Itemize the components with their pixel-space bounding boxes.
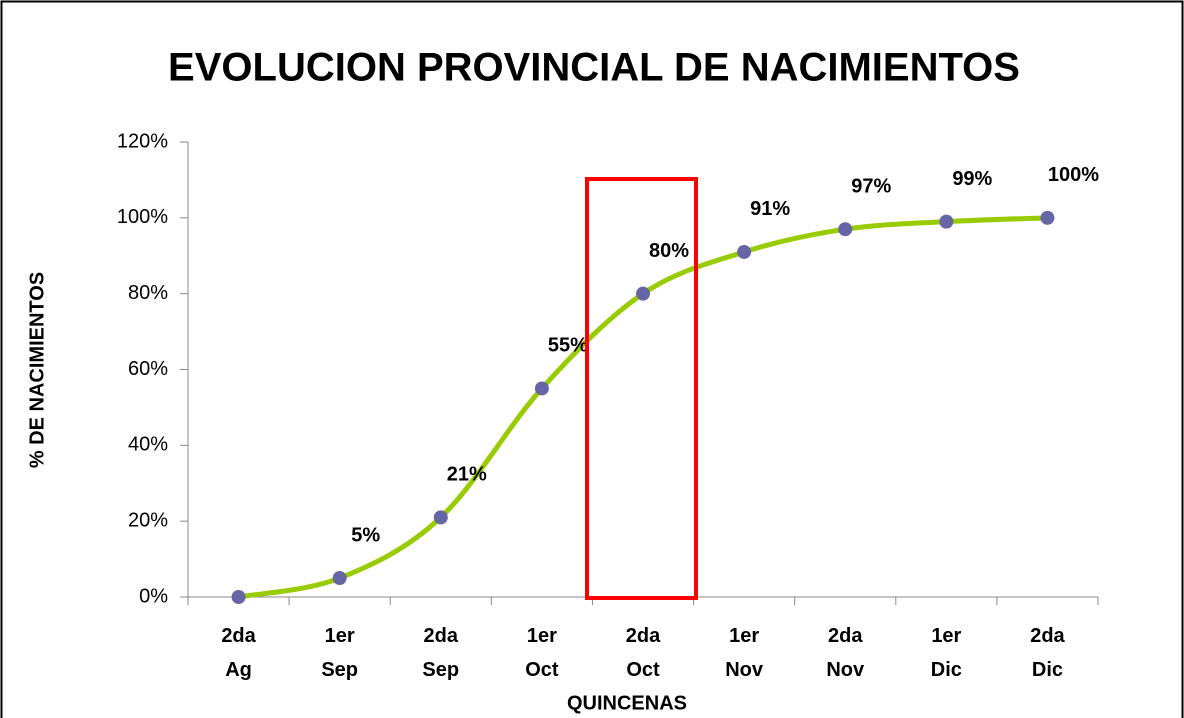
data-label: 100% xyxy=(1048,164,1099,186)
highlight-box xyxy=(585,177,698,600)
marker xyxy=(636,286,650,301)
marker xyxy=(534,381,549,396)
x-tick-label: 2da Sep xyxy=(422,625,459,681)
x-tick-label: 1er Dic xyxy=(931,625,962,681)
data-label: 80% xyxy=(649,240,689,262)
data-label: 99% xyxy=(952,168,992,190)
x-tick-label: 2da Nov xyxy=(826,625,865,681)
marker xyxy=(1040,210,1055,225)
y-tick-label: 0% xyxy=(139,585,168,607)
y-tick-label: 100% xyxy=(117,206,168,228)
x-tick-label: 2da Oct xyxy=(626,625,661,681)
marker xyxy=(939,214,954,229)
marker xyxy=(433,510,448,525)
y-tick-label: 40% xyxy=(128,434,168,456)
marker xyxy=(737,244,752,259)
marker xyxy=(231,590,246,604)
x-tick-label: 2da Ag xyxy=(221,625,256,681)
y-tick-label: 20% xyxy=(128,509,168,531)
marker xyxy=(332,571,347,586)
x-tick-label: 1er Nov xyxy=(725,625,764,681)
y-axis-label: % DE NACIMIENTOS xyxy=(26,272,48,468)
data-label: 91% xyxy=(750,198,790,220)
y-tick-label: 60% xyxy=(128,358,168,380)
y-tick-label: 80% xyxy=(128,282,168,304)
x-axis-label: QUINCENAS xyxy=(567,692,687,714)
marker xyxy=(838,222,853,237)
x-tick-label: 1er Sep xyxy=(321,625,358,681)
y-tick-label: 120% xyxy=(117,130,168,152)
data-label: 21% xyxy=(447,464,487,486)
data-label: 55% xyxy=(548,335,588,357)
data-label: 97% xyxy=(851,175,891,197)
x-tick-label: 1er Oct xyxy=(525,625,559,681)
x-tick-label: 2da Dic xyxy=(1030,625,1065,681)
chart-title: EVOLUCION PROVINCIAL DE NACIMIENTOS xyxy=(168,46,1020,90)
data-label: 5% xyxy=(351,524,380,546)
